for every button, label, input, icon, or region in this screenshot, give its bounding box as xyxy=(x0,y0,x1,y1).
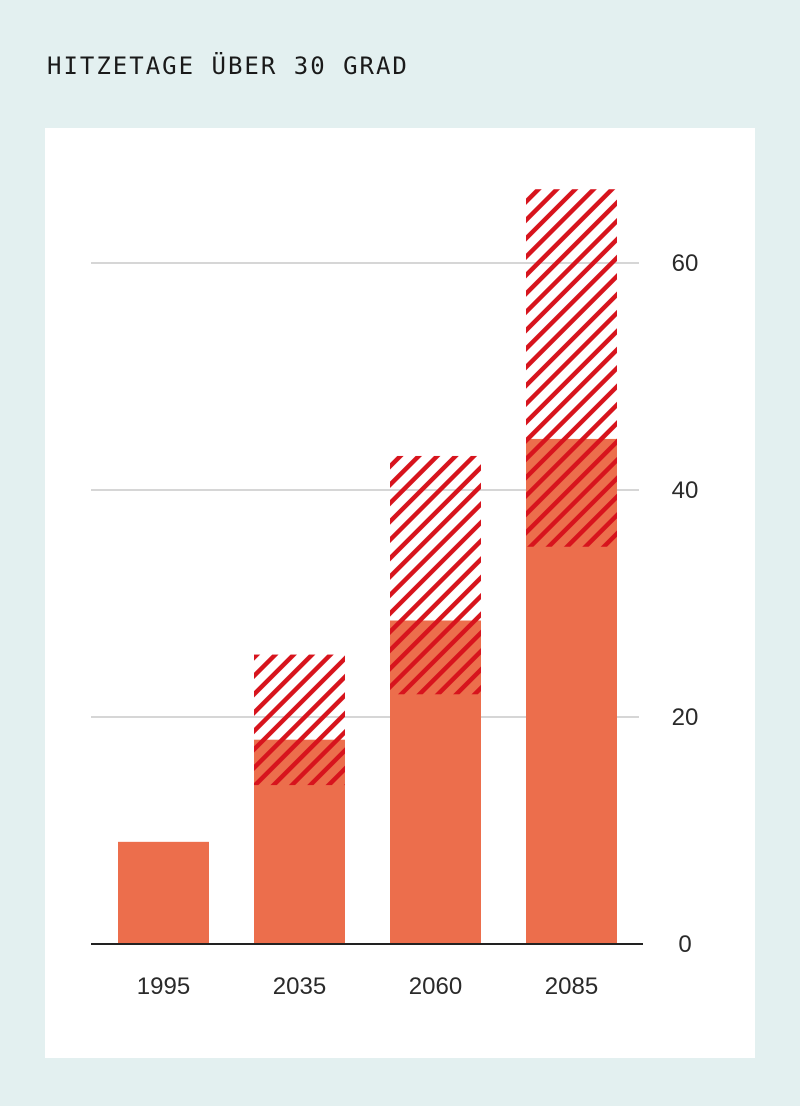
x-tick-label: 2060 xyxy=(409,973,462,1000)
chart-panel: 0 20 40 60 1995 2035 2060 2085 xyxy=(45,128,755,1058)
axes: 0 20 40 60 1995 2035 2060 2085 xyxy=(91,250,698,1000)
y-tick-label: 0 xyxy=(678,931,691,958)
bar-chart: 0 20 40 60 1995 2035 2060 2085 xyxy=(91,189,698,1000)
y-tick-label: 40 xyxy=(672,477,699,504)
range-2085 xyxy=(526,189,617,547)
range-2060 xyxy=(390,455,481,695)
y-tick-label: 60 xyxy=(672,250,699,277)
x-tick-label: 1995 xyxy=(137,973,190,1000)
x-tick-label: 2085 xyxy=(545,973,598,1000)
chart-title: HITZETAGE ÜBER 30 GRAD xyxy=(47,52,409,80)
bars xyxy=(118,189,617,944)
x-tick-label: 2035 xyxy=(273,973,326,1000)
range-2035 xyxy=(254,654,345,786)
bar-1995 xyxy=(118,841,209,944)
y-tick-label: 20 xyxy=(672,704,699,731)
